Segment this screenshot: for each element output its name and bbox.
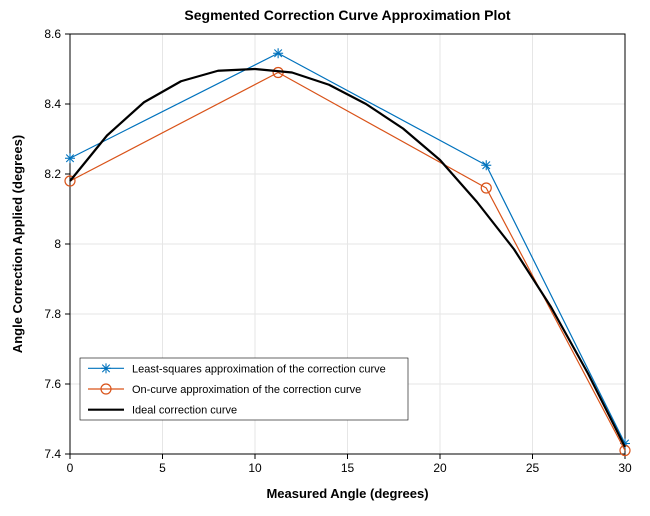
xtick-label: 30	[618, 461, 632, 475]
xtick-label: 20	[433, 461, 447, 475]
chart-svg: 0 5 10 15 20 25 30 7.4 7.6 7.8 8 8.2 8.4 8.6 Segmented…	[0, 0, 650, 516]
legend-label: Ideal correction curve	[132, 405, 237, 417]
y-axis-label: Angle Correction Applied (degrees)	[10, 135, 25, 353]
marker-asterisk	[481, 160, 491, 170]
ytick-label: 7.6	[44, 377, 61, 391]
chart-container: 0 5 10 15 20 25 30 7.4 7.6 7.8 8 8.2 8.4 8.6 Segmented…	[0, 0, 650, 516]
marker-asterisk	[65, 153, 75, 163]
ytick-label: 7.4	[44, 447, 61, 461]
xtick-label: 0	[67, 461, 74, 475]
legend-label: Least-squares approximation of the corre…	[132, 363, 386, 375]
xtick-label: 10	[248, 461, 262, 475]
ytick-label: 8.4	[44, 97, 61, 111]
x-axis-label: Measured Angle (degrees)	[266, 486, 428, 501]
legend: Least-squares approximation of the corre…	[80, 358, 408, 420]
xtick-label: 5	[159, 461, 166, 475]
ytick-label: 8	[54, 237, 61, 251]
chart-title: Segmented Correction Curve Approximation…	[184, 7, 511, 23]
ytick-label: 7.8	[44, 307, 61, 321]
marker-asterisk	[273, 48, 283, 58]
legend-label: On-curve approximation of the correction…	[132, 384, 361, 396]
ytick-label: 8.6	[44, 27, 61, 41]
ytick-label: 8.2	[44, 167, 61, 181]
xtick-label: 25	[526, 461, 540, 475]
xtick-label: 15	[341, 461, 355, 475]
